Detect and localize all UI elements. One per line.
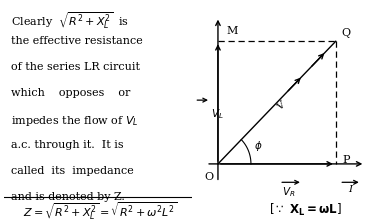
Text: $V_L$: $V_L$ [211,107,224,121]
Text: Clearly  $\sqrt{R^2+X_L^2}$  is: Clearly $\sqrt{R^2+X_L^2}$ is [11,11,129,31]
Text: M: M [226,26,238,36]
Text: $V_R$: $V_R$ [282,185,295,198]
Text: called  its  impedance: called its impedance [11,166,134,176]
Text: a.c. through it.  It is: a.c. through it. It is [11,140,124,150]
Text: impedes the flow of $V_L$: impedes the flow of $V_L$ [11,114,139,128]
Text: $\phi$: $\phi$ [254,139,262,153]
Text: of the series LR circuit: of the series LR circuit [11,62,140,72]
Text: O: O [204,173,213,182]
Text: P: P [343,155,350,165]
Text: V: V [276,99,287,111]
Text: which    opposes    or: which opposes or [11,88,131,98]
Text: the effective resistance: the effective resistance [11,36,143,46]
Text: $Z = \sqrt{R^2 + X_L^2} = \sqrt{R^2 + \omega^2 L^2}$: $Z = \sqrt{R^2 + X_L^2} = \sqrt{R^2 + \o… [23,201,177,222]
Text: Q: Q [342,28,351,37]
Text: and is denoted by Z.: and is denoted by Z. [11,192,125,202]
Text: I: I [348,185,352,194]
Text: $[\because\ \mathbf{X_L = \omega L}]$: $[\because\ \mathbf{X_L = \omega L}]$ [269,202,342,218]
